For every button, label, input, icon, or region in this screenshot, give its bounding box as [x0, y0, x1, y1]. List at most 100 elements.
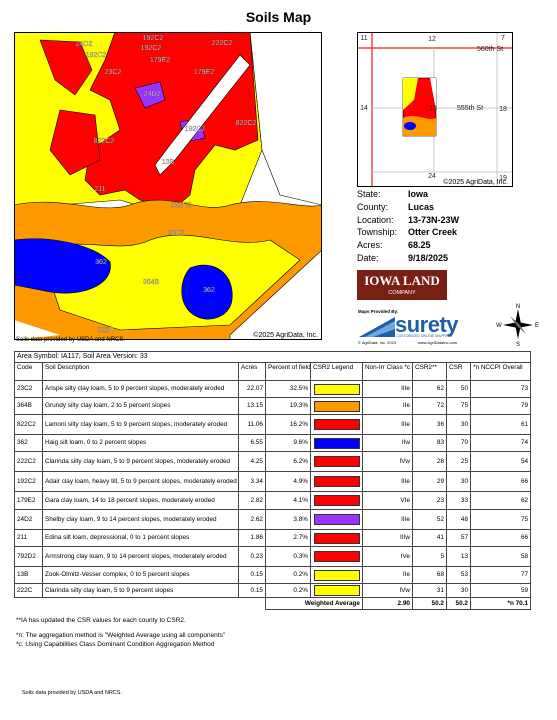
table-cell: 0.3%: [265, 546, 311, 567]
legend-swatch: [313, 400, 360, 412]
info-label: County:: [357, 201, 389, 212]
table-cell: IVw: [362, 451, 413, 472]
table-cell: 53: [446, 566, 471, 584]
legend-cell: [310, 491, 363, 510]
table-cell: Clarinda silty clay loam, 5 to 9 percent…: [42, 583, 239, 598]
table-cell: 19.3%: [265, 397, 311, 415]
table-cell: 79: [469, 397, 532, 415]
table-cell: 4.25: [238, 451, 266, 472]
table-cell: 54: [469, 451, 532, 472]
table-cell: 77: [469, 566, 532, 584]
legend-swatch: [313, 456, 360, 467]
map-label: 179E2: [194, 69, 214, 76]
legend-swatch: [313, 551, 360, 562]
column-header: CSR: [446, 362, 471, 381]
map-label: 364B: [143, 279, 160, 286]
locator-label: 19: [499, 175, 507, 182]
footer: Soils data provided by USDA and NRCS.: [22, 690, 122, 696]
table-cell: 23C2: [14, 380, 43, 398]
table-cell: 83: [412, 434, 447, 452]
column-header: CSR2**: [412, 362, 447, 381]
area-row: Area Symbol: IA117, Soil Area Version: 3…: [13, 351, 532, 363]
table-cell: IIe: [362, 566, 413, 584]
table-cell: 13B: [14, 566, 43, 584]
info-label: Location:: [357, 214, 394, 225]
table-cell: 30: [446, 471, 471, 492]
map-label: 23C2: [105, 69, 122, 76]
table-cell: 75: [469, 509, 532, 530]
map-label: 179E2: [150, 57, 170, 64]
compass-e: E: [535, 323, 539, 329]
legend-swatch: [313, 476, 360, 487]
column-header: Code: [14, 362, 43, 381]
map-label: 192C2: [143, 35, 164, 42]
table-cell: 58: [469, 546, 532, 567]
table-row: 792D2 Armstrong clay loam, 9 to 14 percen…: [14, 546, 532, 567]
map-label: 362: [95, 259, 107, 266]
locator-label: 24: [428, 173, 436, 180]
table-cell: IVw: [362, 583, 413, 598]
page-title: Soils Map: [245, 9, 312, 25]
table-cell: Zook-Olmitz-Vesser complex, 0 to 5 perce…: [42, 566, 239, 584]
column-header: Acres: [238, 362, 266, 381]
table-cell: 59: [469, 583, 532, 598]
table-cell: Grundy silty clay loam, 2 to 5 percent s…: [42, 397, 239, 415]
legend-cell: [310, 566, 363, 584]
table-row: 211 Edina silt loam, depressional, 0 to 1…: [14, 529, 532, 547]
table-cell: 70: [446, 434, 471, 452]
table-row: 24D2 Shelby clay loam, 9 to 14 percent sl…: [14, 509, 532, 530]
map-label: 24D2: [76, 41, 93, 48]
table-cell: Lamoni silty clay loam, 5 to 9 percent s…: [42, 414, 239, 435]
table-cell: IIIe: [362, 509, 413, 530]
table-cell: 6.55: [238, 434, 266, 452]
table-cell: 192C2: [14, 471, 43, 492]
table-cell: 66: [469, 529, 532, 547]
table-cell: Adair clay loam, heavy till, 5 to 9 perc…: [42, 471, 239, 492]
column-header: Soil Description: [42, 362, 239, 381]
table-cell: 23: [412, 491, 447, 510]
table-row: 222C Clarinda silty clay loam, 5 to 9 per…: [14, 583, 532, 598]
table-row: 23C2 Arispe silty clay loam, 5 to 9 perce…: [14, 380, 532, 398]
table-cell: 6.2%: [265, 451, 311, 472]
table-cell: 61: [469, 414, 532, 435]
legend-cell: [310, 414, 363, 435]
info-value: 13-73N-23W: [408, 214, 460, 225]
info-value: Otter Creek: [408, 227, 458, 238]
locator-label: 560th St: [477, 46, 503, 53]
locator-copyright: ©2025 AgriData, Inc.: [443, 178, 508, 186]
logo-sub: COMPANY: [388, 290, 416, 296]
map-label: 192C2: [185, 126, 206, 133]
table-cell: 73: [469, 380, 532, 398]
table-cell: 0.23: [238, 546, 266, 567]
table-cell: 4.9%: [265, 471, 311, 492]
table-cell: 62: [469, 491, 532, 510]
info-value: 9/18/2025: [408, 253, 449, 263]
legend-swatch: [313, 419, 360, 430]
surety-provided: Maps Provided By:: [358, 309, 399, 314]
table-cell: 33: [446, 491, 471, 510]
table-cell: 0.2%: [265, 583, 311, 598]
table-cell: 75: [446, 397, 471, 415]
map-label: 822C2: [94, 138, 115, 145]
table-cell: IIe: [362, 397, 413, 415]
info-label: Date:: [357, 253, 379, 263]
table-cell: 3.34: [238, 471, 266, 492]
locator-label: 18: [499, 106, 507, 113]
table-cell: 11.06: [238, 414, 266, 435]
weighted-label: Weighted Average: [265, 597, 363, 610]
table-cell: 792D2: [14, 546, 43, 567]
table-cell: Arispe silty clay loam, 5 to 9 percent s…: [42, 380, 239, 398]
locator-label: 14: [360, 105, 368, 112]
legend-swatch: [313, 585, 360, 596]
table-cell: VIe: [362, 491, 413, 510]
map-label: 23C2: [168, 230, 185, 237]
iowa-land-logo: IOWA LAND COMPANY: [357, 270, 447, 300]
table-cell: IIIe: [362, 471, 413, 492]
legend-cell: [310, 397, 363, 415]
table-cell: 179E2: [14, 491, 43, 510]
table-cell: 66: [469, 471, 532, 492]
table-cell: 48: [446, 509, 471, 530]
legend-swatch: [313, 569, 360, 581]
table-cell: 50: [446, 380, 471, 398]
table-cell: 0.15: [238, 583, 266, 598]
